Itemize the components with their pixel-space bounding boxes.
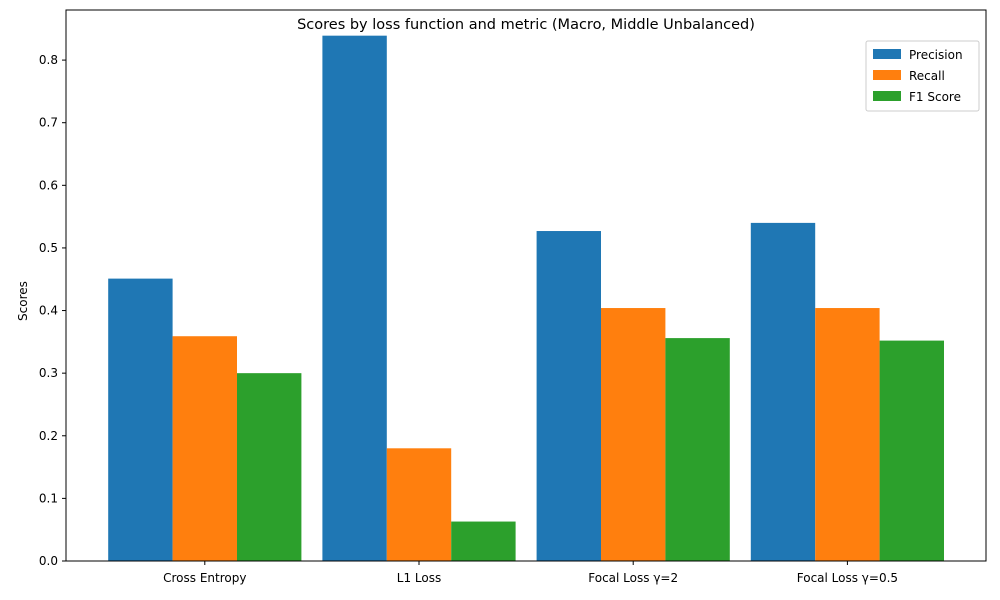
x-tick-label: Cross Entropy xyxy=(163,571,246,585)
legend-label: Recall xyxy=(909,69,945,83)
x-axis-ticks: Cross Entropy L1 Loss Focal Loss γ=2 Focal … xyxy=(163,561,898,585)
legend-label: F1 Score xyxy=(909,90,961,104)
x-tick-label: Focal Loss γ=0.5 xyxy=(797,571,898,585)
y-tick-label: 0.6 xyxy=(39,178,58,192)
legend-swatch xyxy=(873,49,901,59)
bar-f1-score-1 xyxy=(237,373,302,561)
bar-precision-4 xyxy=(750,222,816,561)
x-tick-label: L1 Loss xyxy=(397,571,441,585)
legend-swatch xyxy=(873,70,901,80)
legend-label: Precision xyxy=(909,48,963,62)
y-tick-label: 0.5 xyxy=(39,241,58,255)
bar-precision-1 xyxy=(108,278,173,561)
y-tick-label: 0.0 xyxy=(39,554,58,568)
bar-recall-4 xyxy=(815,308,880,561)
legend-swatch xyxy=(873,91,901,101)
bar-precision-3 xyxy=(536,231,601,561)
plot-frame xyxy=(65,9,987,562)
bar-f1-score-2 xyxy=(451,521,516,561)
bar-precision-2 xyxy=(322,35,387,562)
legend: Precision Recall F1 Score xyxy=(865,40,980,112)
bar-recall-3 xyxy=(601,308,666,561)
y-tick-label: 0.2 xyxy=(39,429,58,443)
y-tick-label: 0.4 xyxy=(39,304,58,318)
y-axis-ticks: 0.0 0.1 0.2 0.3 0.4 0.5 0.6 0.7 0.8 xyxy=(39,53,66,568)
y-tick-label: 0.1 xyxy=(39,491,58,505)
y-tick-label: 0.7 xyxy=(39,116,58,130)
bar-f1-score-3 xyxy=(665,338,730,561)
bar-f1-score-4 xyxy=(879,340,944,561)
chart-title: Scores by loss function and metric (Macr… xyxy=(297,17,755,33)
y-tick-label: 0.8 xyxy=(39,53,58,67)
y-axis-label: Scores xyxy=(16,281,30,321)
bar-recall-1 xyxy=(172,336,237,561)
bars xyxy=(108,35,944,562)
x-tick-label: Focal Loss γ=2 xyxy=(588,571,678,585)
y-tick-label: 0.3 xyxy=(39,366,58,380)
bar-recall-2 xyxy=(386,448,452,561)
